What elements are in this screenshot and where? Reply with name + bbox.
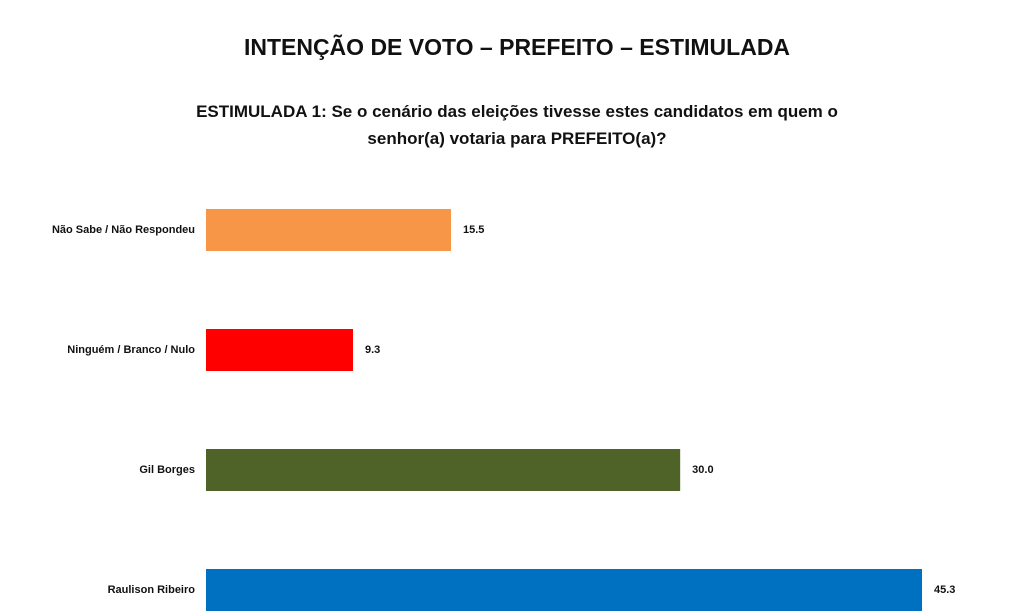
chart-title: INTENÇÃO DE VOTO – PREFEITO – ESTIMULADA	[243, 34, 791, 60]
data-label: 15.5	[463, 224, 484, 236]
data-label: 30.0	[692, 464, 713, 476]
y-tick-label: Raulison Ribeiro	[108, 584, 196, 596]
bar	[206, 569, 922, 611]
data-label: 45.3	[934, 584, 955, 596]
y-tick-label: Não Sabe / Não Respondeu	[52, 224, 195, 236]
bar	[206, 209, 451, 251]
y-tick-label: Ninguém / Branco / Nulo	[67, 344, 195, 356]
bar	[206, 449, 681, 491]
data-label: 9.3	[365, 344, 380, 356]
bar	[206, 329, 353, 371]
chart-subtitle: ESTIMULADA 1: Se o cenário das eleições …	[196, 102, 838, 148]
y-tick-label: Gil Borges	[139, 464, 195, 476]
